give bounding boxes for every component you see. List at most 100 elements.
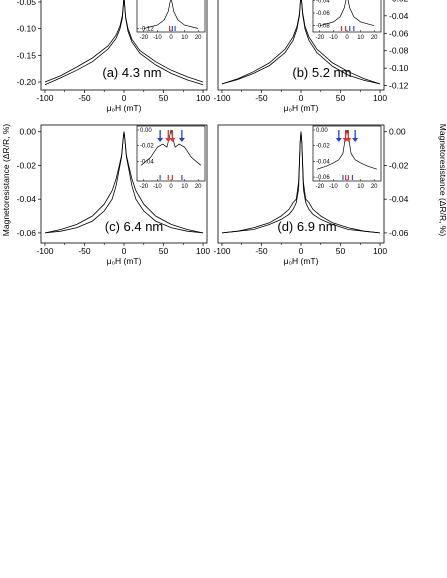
- inset-x-tick-label: 20: [195, 35, 202, 41]
- y-tick-label: -0.06: [17, 228, 37, 238]
- inset-x-tick-label: 10: [357, 184, 364, 190]
- inset-x-tick-label: 10: [181, 184, 188, 190]
- x-axis-label: μ₀H (mT): [284, 103, 319, 113]
- inset-y-tick-label: 0.00: [140, 128, 152, 134]
- inset-x-tick-label: 20: [371, 35, 378, 41]
- y-tick-label: -0.08: [389, 46, 409, 56]
- inset-y-tick-label: -0.04: [140, 159, 154, 165]
- inset: -20 -10 0 10 20 -0.12: [136, 0, 206, 41]
- inset-arrow-head: [157, 138, 164, 142]
- x-tick-label: -100: [36, 246, 53, 256]
- inset-y-tick-label: -0.02: [316, 144, 330, 150]
- inset-y-tick-label: 0.00: [316, 128, 328, 134]
- y-tick-label: -0.15: [17, 50, 37, 60]
- x-tick-label: 0: [299, 93, 304, 103]
- panel-3: -100 -50 0 50 100 μ₀H (mT) 0.00 -0.02 -0.04 -0.06…: [17, 124, 210, 266]
- x-tick-label: 50: [159, 93, 169, 103]
- y-tick-label: -0.02: [389, 0, 409, 3]
- panel-title: (a) 4.3 nm: [102, 65, 161, 80]
- series-line-2: [221, 131, 381, 234]
- y-tick-label: -0.12: [389, 81, 409, 91]
- x-axis-label: μ₀H (mT): [284, 256, 319, 266]
- y-tick-label: -0.04: [389, 194, 409, 204]
- y-tick-label: -0.06: [389, 28, 409, 38]
- inset-x-tick-label: -10: [153, 35, 162, 41]
- inset-x-tick-label: -10: [153, 184, 162, 190]
- inset-x-tick-label: -20: [139, 35, 148, 41]
- x-tick-label: -50: [78, 246, 91, 256]
- inset-arrow-head: [169, 138, 176, 142]
- x-tick-label: 50: [159, 246, 169, 256]
- series-line-1: [221, 0, 381, 85]
- inset-series-line-1: [319, 0, 375, 27]
- inset-arrow-head: [352, 138, 359, 142]
- inset-arrow-head: [178, 138, 185, 142]
- inset-frame: [136, 125, 206, 182]
- y-axis-label-right: Magnetoresistance (ΔR/R, %): [438, 124, 447, 237]
- x-tick-label: 50: [336, 246, 346, 256]
- inset-x-tick-label: 0: [345, 35, 349, 41]
- series-line-2: [44, 0, 204, 83]
- inset-frame: [312, 0, 382, 33]
- inset-y-tick-label: -0.06: [316, 11, 330, 17]
- inset-x-tick-label: 10: [357, 35, 364, 41]
- x-tick-label: -100: [213, 93, 230, 103]
- y-tick-label: -0.04: [17, 194, 37, 204]
- inset-x-tick-label: 20: [195, 184, 202, 190]
- inset-y-tick-label: -0.08: [316, 24, 330, 30]
- y-tick-label: -0.10: [389, 63, 409, 73]
- inset-x-tick-label: 20: [371, 184, 378, 190]
- y-tick-label: 0.00: [389, 127, 406, 137]
- inset-frame: [136, 0, 206, 33]
- y-axis-label-left: Magnetoresistance (ΔR/R, %): [1, 124, 11, 237]
- x-tick-label: -50: [78, 93, 91, 103]
- panel-title: (c) 6.4 nm: [105, 219, 164, 234]
- panel-title: (d) 6.9 nm: [277, 219, 336, 234]
- x-tick-label: -50: [255, 93, 268, 103]
- x-tick-label: 100: [373, 246, 387, 256]
- inset: -20 -10 0 10 20 0.00 -0.02 -0.04 -0.06: [312, 125, 382, 190]
- x-axis-label: μ₀H (mT): [107, 256, 142, 266]
- x-tick-label: -100: [36, 93, 53, 103]
- inset-x-tick-label: -20: [315, 35, 324, 41]
- y-tick-label: -0.20: [17, 77, 37, 87]
- y-tick-label: -0.05: [17, 0, 37, 7]
- y-tick-label: -0.04: [389, 11, 409, 21]
- inset-arrow-head: [335, 138, 342, 142]
- inset-y-tick-label: -0.04: [316, 0, 330, 4]
- inset-x-tick-label: -20: [139, 184, 148, 190]
- y-tick-label: -0.02: [17, 160, 37, 170]
- x-tick-label: 0: [122, 246, 127, 256]
- x-tick-label: 100: [196, 93, 210, 103]
- inset-x-tick-label: 0: [345, 184, 349, 190]
- x-tick-label: 50: [336, 93, 346, 103]
- inset-x-tick-label: -10: [329, 35, 338, 41]
- inset-y-tick-label: -0.02: [140, 144, 154, 150]
- series-line-1: [44, 0, 204, 86]
- inset-y-tick-label: -0.06: [316, 175, 330, 181]
- inset-frame: [312, 125, 382, 182]
- x-axis-label: μ₀H (mT): [107, 103, 142, 113]
- inset-series-line-1: [316, 129, 378, 170]
- inset-x-tick-label: 0: [169, 35, 173, 41]
- inset-series-line-1: [143, 0, 199, 29]
- y-tick-label: -0.06: [389, 228, 409, 238]
- y-tick-label: -0.10: [17, 24, 37, 34]
- inset-x-tick-label: -20: [315, 184, 324, 190]
- x-tick-label: 0: [299, 246, 304, 256]
- inset-series-line-1: [140, 129, 202, 166]
- inset-x-tick-label: 10: [181, 35, 188, 41]
- inset-y-tick-label: -0.04: [316, 159, 330, 165]
- x-tick-label: 100: [196, 246, 210, 256]
- inset: -20 -10 0 10 20 0.00 -0.02 -0.04: [136, 125, 206, 190]
- x-tick-label: 100: [373, 93, 387, 103]
- x-tick-label: 0: [122, 93, 127, 103]
- series-line-2: [221, 0, 381, 85]
- x-tick-label: -50: [255, 246, 268, 256]
- inset-arrow-head: [165, 138, 172, 142]
